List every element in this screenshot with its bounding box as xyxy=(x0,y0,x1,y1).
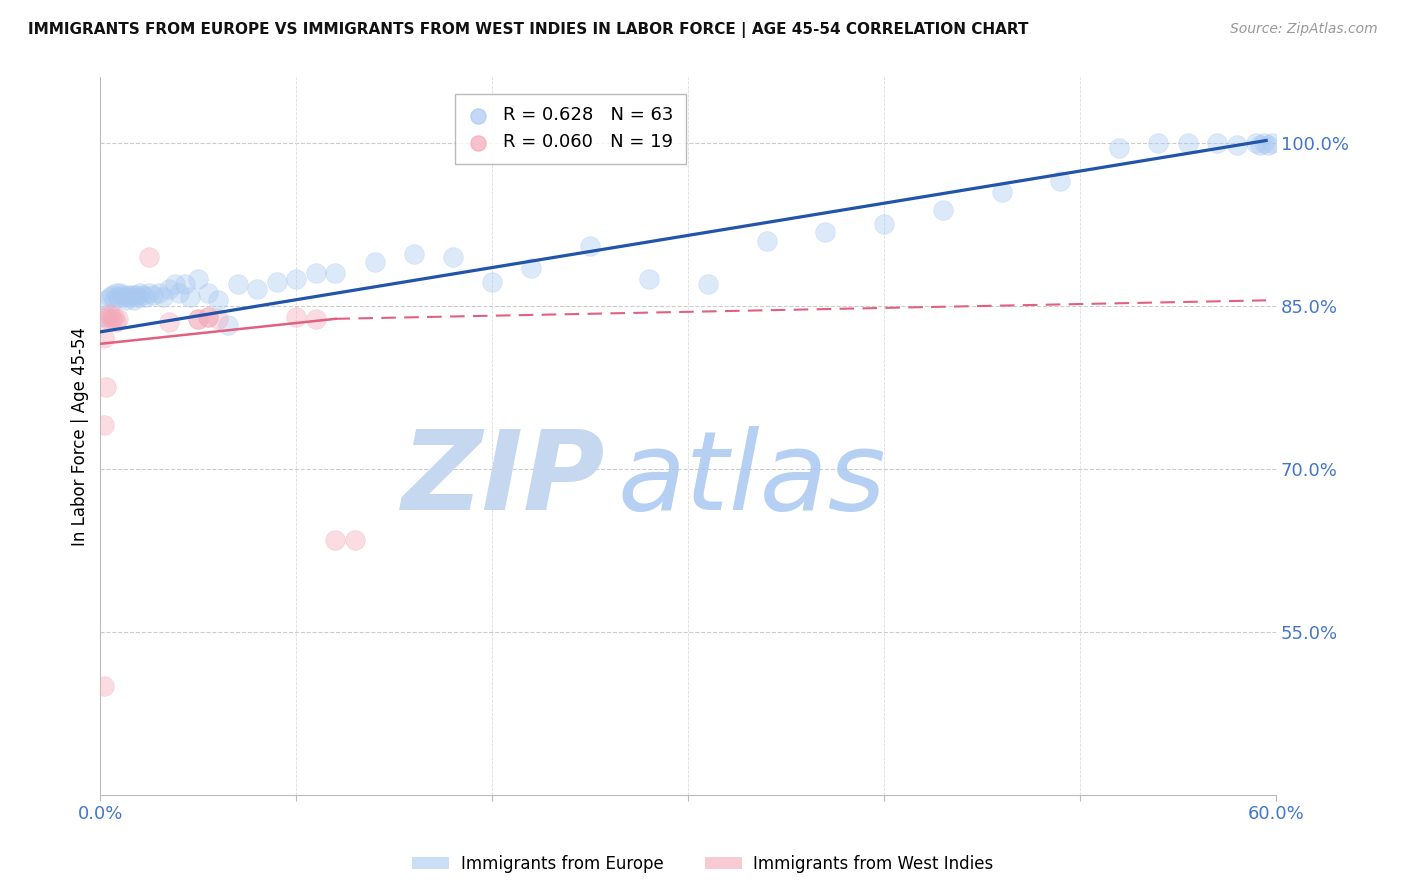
Text: Source: ZipAtlas.com: Source: ZipAtlas.com xyxy=(1230,22,1378,37)
Point xyxy=(93,331,115,345)
Point xyxy=(325,266,347,280)
Point xyxy=(1226,137,1249,152)
Point xyxy=(121,288,143,302)
Point xyxy=(197,310,219,324)
Point xyxy=(1049,174,1071,188)
Point xyxy=(696,277,718,291)
Point xyxy=(105,315,128,329)
Point xyxy=(96,310,118,324)
Point xyxy=(638,271,661,285)
Point xyxy=(873,217,896,231)
Point xyxy=(112,290,135,304)
Point xyxy=(107,290,129,304)
Point xyxy=(103,310,125,324)
Point xyxy=(285,310,308,324)
Point xyxy=(1177,136,1199,150)
Point xyxy=(134,290,156,304)
Point xyxy=(1249,137,1271,152)
Point xyxy=(117,288,139,302)
Point xyxy=(305,266,328,280)
Point xyxy=(163,277,186,291)
Point xyxy=(157,315,180,329)
Point xyxy=(93,418,115,433)
Point xyxy=(1147,136,1170,150)
Point xyxy=(1261,136,1284,150)
Point xyxy=(127,290,149,304)
Point xyxy=(520,260,543,275)
Point xyxy=(91,310,114,324)
Point xyxy=(187,311,209,326)
Point xyxy=(138,285,160,300)
Point xyxy=(108,285,131,300)
Point xyxy=(101,311,124,326)
Point xyxy=(152,290,174,304)
Text: IMMIGRANTS FROM EUROPE VS IMMIGRANTS FROM WEST INDIES IN LABOR FORCE | AGE 45-54: IMMIGRANTS FROM EUROPE VS IMMIGRANTS FRO… xyxy=(28,22,1029,38)
Point xyxy=(344,533,367,547)
Point xyxy=(755,234,778,248)
Point xyxy=(217,318,239,333)
Point xyxy=(187,271,209,285)
Point xyxy=(305,311,328,326)
Text: atlas: atlas xyxy=(617,425,886,533)
Point xyxy=(128,285,150,300)
Point xyxy=(579,239,602,253)
Point xyxy=(96,293,118,308)
Point xyxy=(122,293,145,308)
Point xyxy=(97,311,120,326)
Point xyxy=(1253,136,1275,150)
Point xyxy=(246,283,269,297)
Point xyxy=(197,310,219,324)
Y-axis label: In Labor Force | Age 45-54: In Labor Force | Age 45-54 xyxy=(72,326,89,546)
Point xyxy=(266,275,288,289)
Point xyxy=(96,380,118,394)
Point xyxy=(173,277,195,291)
Point xyxy=(93,679,115,693)
Point xyxy=(990,185,1012,199)
Point xyxy=(441,250,464,264)
Point xyxy=(207,311,229,326)
Point xyxy=(481,275,503,289)
Point xyxy=(98,308,121,322)
Point xyxy=(1108,141,1130,155)
Point xyxy=(1257,137,1279,152)
Legend: R = 0.628   N = 63, R = 0.060   N = 19: R = 0.628 N = 63, R = 0.060 N = 19 xyxy=(454,94,686,164)
Point xyxy=(325,533,347,547)
Point xyxy=(98,290,121,304)
Point xyxy=(101,288,124,302)
Point xyxy=(107,311,129,326)
Point xyxy=(814,225,837,239)
Point xyxy=(285,271,308,285)
Point xyxy=(124,288,146,302)
Point xyxy=(1246,136,1268,150)
Point xyxy=(105,285,128,300)
Point xyxy=(167,285,190,300)
Point xyxy=(148,285,170,300)
Point xyxy=(103,293,125,308)
Point xyxy=(111,288,134,302)
Point xyxy=(402,246,425,260)
Point xyxy=(118,290,141,304)
Legend: Immigrants from Europe, Immigrants from West Indies: Immigrants from Europe, Immigrants from … xyxy=(406,848,1000,880)
Point xyxy=(207,293,229,308)
Point xyxy=(1206,136,1229,150)
Point xyxy=(138,250,160,264)
Point xyxy=(932,203,955,218)
Point xyxy=(187,311,209,326)
Point xyxy=(226,277,249,291)
Text: ZIP: ZIP xyxy=(402,425,606,533)
Point xyxy=(197,285,219,300)
Point xyxy=(142,288,165,302)
Point xyxy=(157,283,180,297)
Point xyxy=(114,293,136,308)
Point xyxy=(363,255,385,269)
Point xyxy=(132,288,155,302)
Point xyxy=(179,290,201,304)
